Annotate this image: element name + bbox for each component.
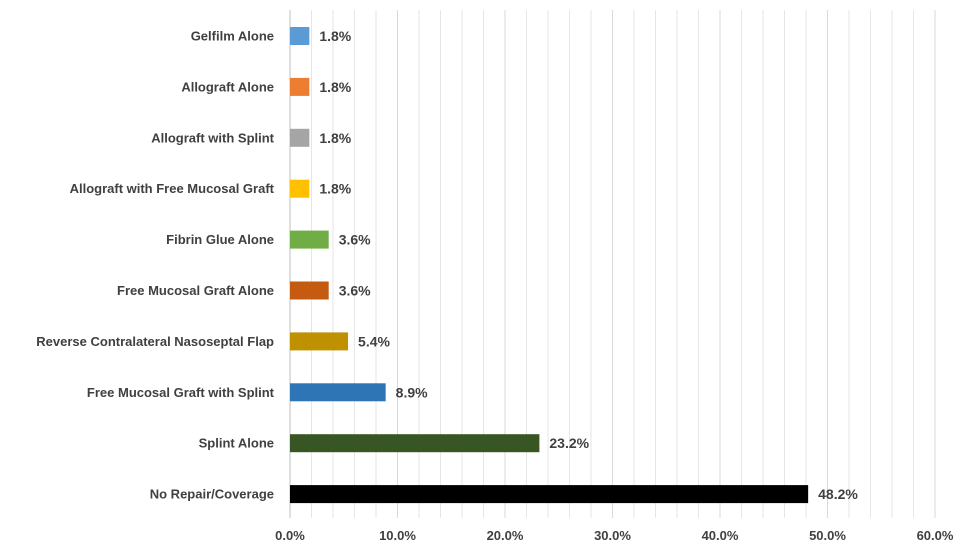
data-label: 23.2%	[549, 435, 589, 451]
category-label: Free Mucosal Graft with Splint	[87, 385, 275, 400]
bar	[290, 434, 540, 453]
data-label: 8.9%	[396, 384, 428, 400]
category-label: Free Mucosal Graft Alone	[117, 283, 274, 298]
x-axis-ticks: 0.0% 10.0% 20.0% 30.0% 40.0% 50.0% 60.0%	[275, 528, 954, 543]
bars	[290, 27, 809, 504]
data-label: 3.6%	[339, 232, 371, 248]
bar	[290, 128, 310, 147]
gridlines	[289, 10, 936, 518]
category-label: Fibrin Glue Alone	[166, 232, 274, 247]
data-label: 1.8%	[319, 28, 351, 44]
x-tick-label: 0.0%	[275, 528, 305, 543]
bar	[290, 281, 329, 300]
data-label: 1.8%	[319, 181, 351, 197]
data-label: 3.6%	[339, 283, 371, 299]
labels: Gelfilm Alone 1.8% Allograft Alone 1.8% Allo…	[36, 28, 858, 502]
bar	[290, 332, 349, 351]
x-tick-label: 60.0%	[917, 528, 954, 543]
category-label: Allograft with Free Mucosal Graft	[70, 181, 275, 196]
x-tick-label: 40.0%	[702, 528, 739, 543]
category-label: Splint Alone	[199, 436, 274, 451]
bar	[290, 383, 386, 402]
category-label: Allograft with Splint	[151, 130, 274, 145]
x-tick-label: 50.0%	[809, 528, 846, 543]
x-tick-label: 10.0%	[379, 528, 416, 543]
data-label: 1.8%	[319, 79, 351, 95]
category-label: No Repair/Coverage	[150, 487, 274, 502]
category-label: Gelfilm Alone	[191, 29, 274, 44]
category-label: Reverse Contralateral Nasoseptal Flap	[36, 334, 274, 349]
category-label: Allograft Alone	[181, 79, 274, 94]
x-tick-label: 20.0%	[487, 528, 524, 543]
data-label: 5.4%	[358, 333, 390, 349]
bar	[290, 179, 310, 198]
bar	[290, 77, 310, 96]
x-tick-label: 30.0%	[594, 528, 631, 543]
data-label: 1.8%	[319, 130, 351, 146]
data-label: 48.2%	[818, 486, 858, 502]
bar	[290, 485, 809, 504]
bar	[290, 230, 329, 249]
bar	[290, 27, 310, 45]
